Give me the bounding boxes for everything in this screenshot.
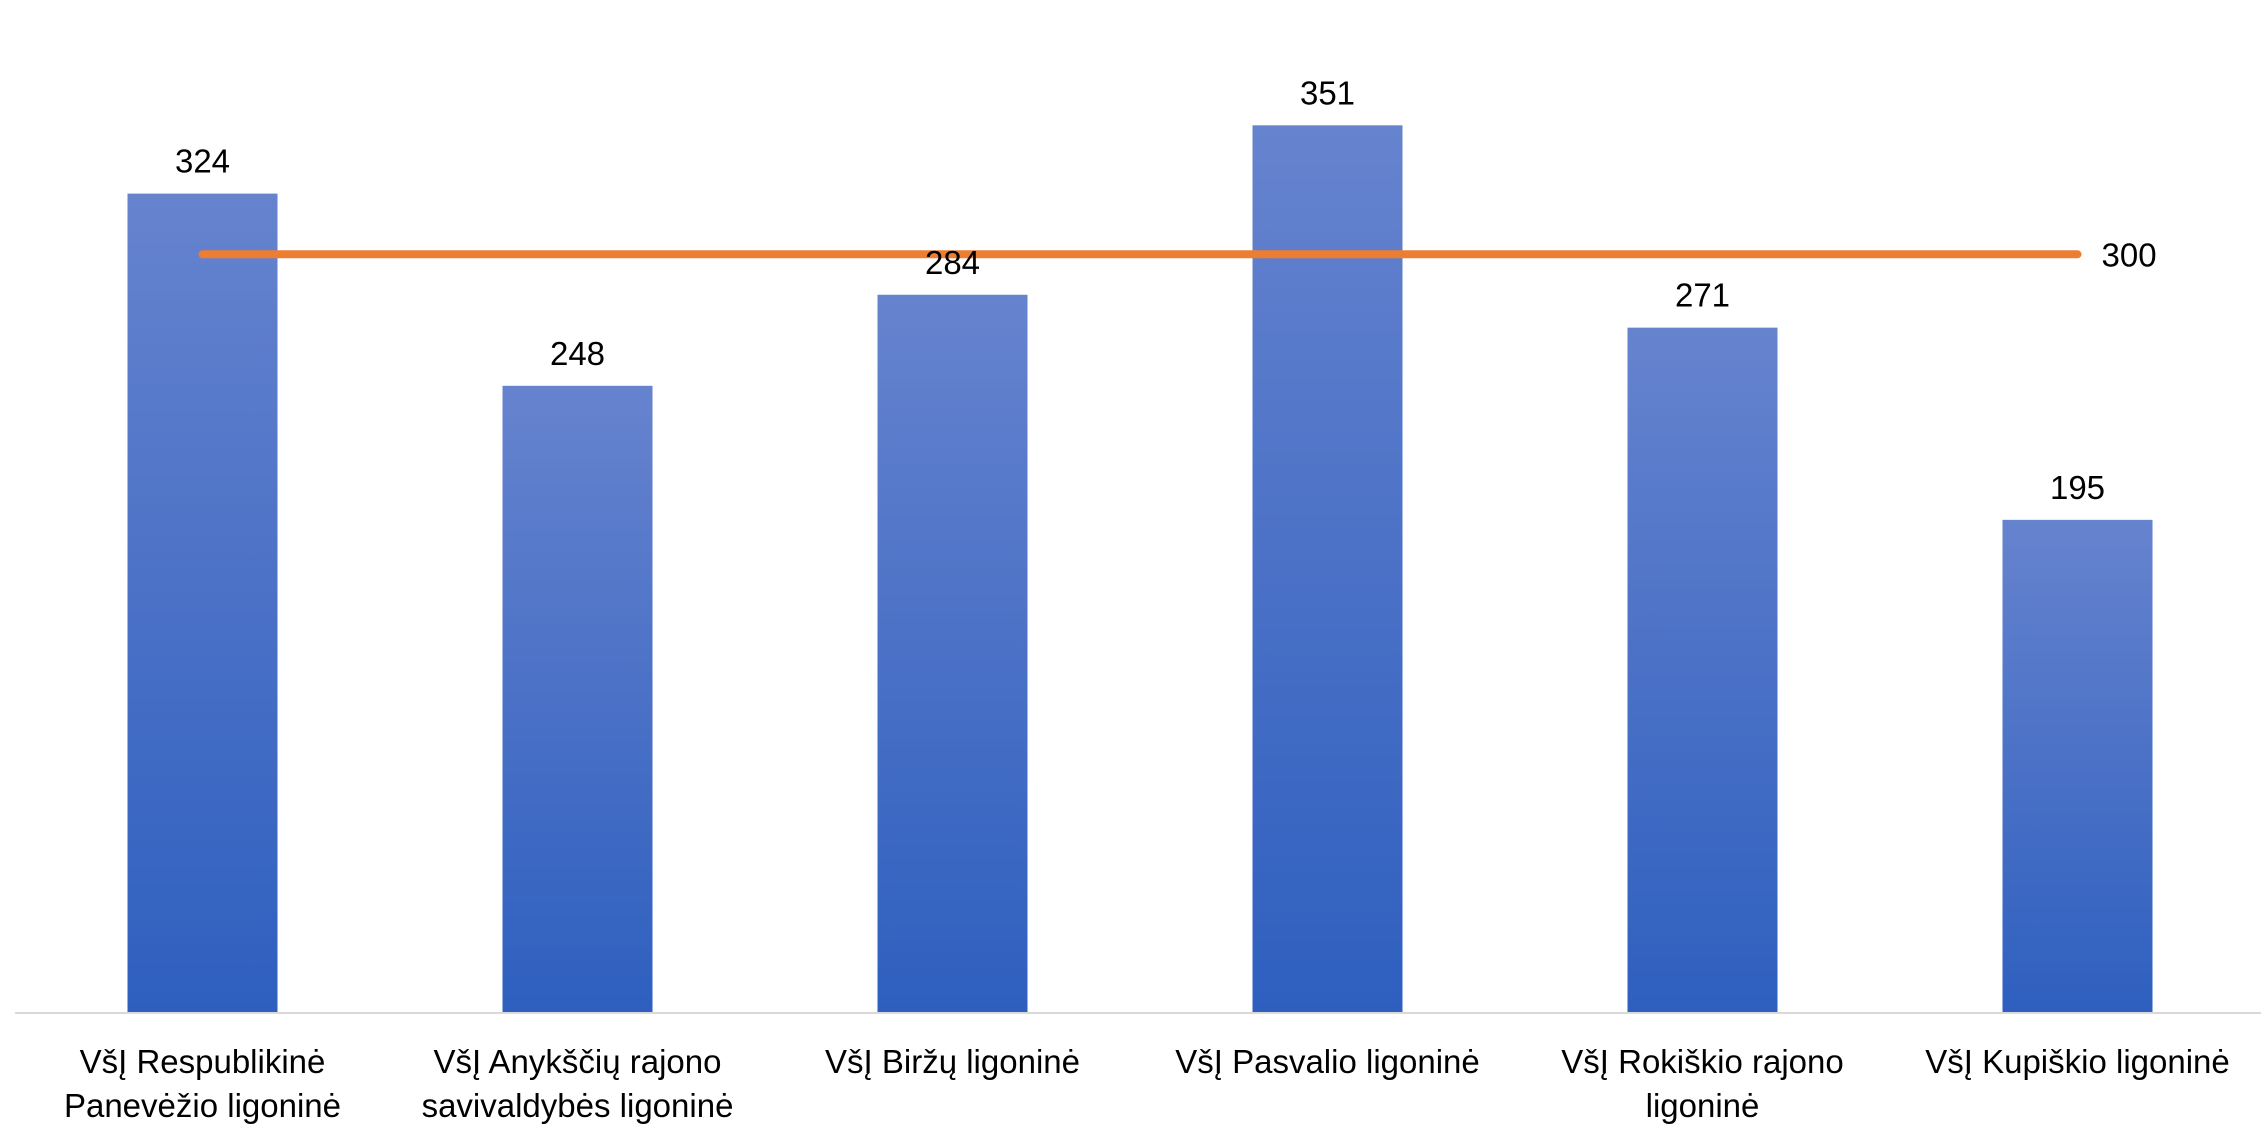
category-label-6-line-1: VšĮ Kupiškio ligoninė (1925, 1043, 2230, 1080)
bar-5 (1627, 327, 1778, 1013)
bar-4 (1252, 125, 1403, 1014)
data-label-3: 284 (925, 244, 980, 281)
bar-2 (502, 385, 653, 1014)
data-label-4: 351 (1300, 74, 1355, 111)
data-labels-layer: 324 248 284 351 271 195 (175, 74, 2105, 506)
bars-layer (127, 125, 2153, 1014)
bar-3 (877, 294, 1028, 1013)
reference-line-label: 300 (2102, 236, 2157, 273)
category-label-1-line-2: Panevėžio ligoninė (64, 1087, 341, 1124)
data-label-1: 324 (175, 143, 230, 180)
bar-6 (2002, 519, 2153, 1013)
reference-line-layer: 300 (198, 236, 2157, 273)
data-label-5: 271 (1675, 277, 1730, 314)
category-label-2-line-1: VšĮ Anykščių rajono (434, 1043, 722, 1080)
data-label-2: 248 (550, 335, 605, 372)
category-label-3-line-1: VšĮ Biržų ligoninė (825, 1043, 1080, 1080)
category-label-5-line-1: VšĮ Rokiškio rajono (1561, 1043, 1843, 1080)
category-label-4-line-1: VšĮ Pasvalio ligoninė (1175, 1043, 1480, 1080)
category-label-1-line-1: VšĮ Respublikinė (80, 1043, 326, 1080)
data-label-6: 195 (2050, 469, 2105, 506)
bar-1 (127, 193, 278, 1013)
category-labels-layer: VšĮ Respublikinė Panevėžio ligoninė VšĮ An… (64, 1043, 2230, 1124)
category-label-5-line-2: ligoninė (1646, 1087, 1760, 1124)
category-label-2-line-2: savivaldybės ligoninė (422, 1087, 734, 1124)
